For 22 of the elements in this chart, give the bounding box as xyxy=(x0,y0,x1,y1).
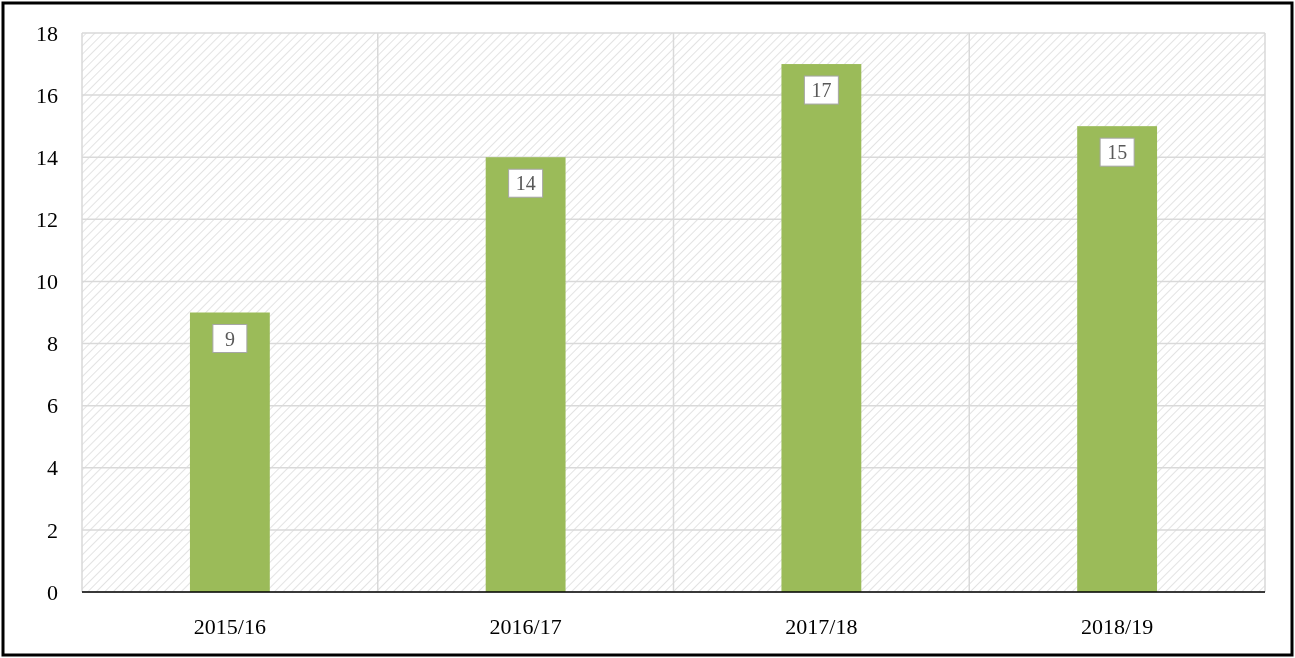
y-tick-label: 12 xyxy=(36,207,58,233)
bar xyxy=(781,64,862,592)
y-tick-label: 2 xyxy=(47,517,58,543)
y-tick-label: 18 xyxy=(36,20,58,46)
y-tick-label: 6 xyxy=(47,393,58,419)
y-tick-label: 14 xyxy=(36,144,58,170)
data-label: 15 xyxy=(1107,141,1128,164)
y-tick-label: 10 xyxy=(36,269,58,295)
y-tick-label: 4 xyxy=(47,455,58,481)
data-label: 17 xyxy=(811,79,832,102)
y-tick-label: 0 xyxy=(47,579,58,605)
bar xyxy=(485,157,566,592)
x-tick-label: 2015/16 xyxy=(193,614,266,639)
y-tick-label: 8 xyxy=(47,331,58,357)
x-tick-label: 2017/18 xyxy=(785,614,858,639)
x-tick-label: 2018/19 xyxy=(1081,614,1154,639)
data-label: 9 xyxy=(224,327,235,350)
y-tick-label: 16 xyxy=(36,82,58,108)
x-tick-label: 2016/17 xyxy=(489,614,562,639)
data-label: 14 xyxy=(515,172,536,195)
bar xyxy=(189,312,270,592)
bar xyxy=(1077,126,1158,592)
